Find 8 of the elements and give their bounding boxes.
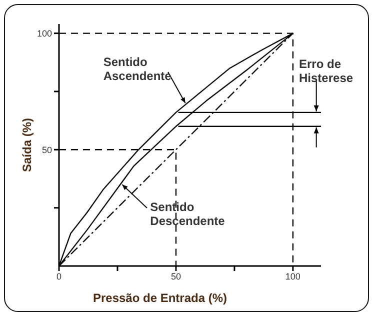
x-tick-label: 0 — [56, 271, 62, 282]
annotation: Erro de Histerese — [299, 57, 354, 85]
annotation: Sentido Descendente — [150, 200, 226, 228]
y-axis-title: Saída (%) — [20, 118, 34, 172]
x-tick-label: 100 — [285, 271, 300, 282]
x-axis-title: Pressão de Entrada (%) — [92, 291, 228, 305]
x-tick-label: 50 — [170, 271, 181, 282]
annotation: Sentido Ascendente — [103, 55, 172, 84]
